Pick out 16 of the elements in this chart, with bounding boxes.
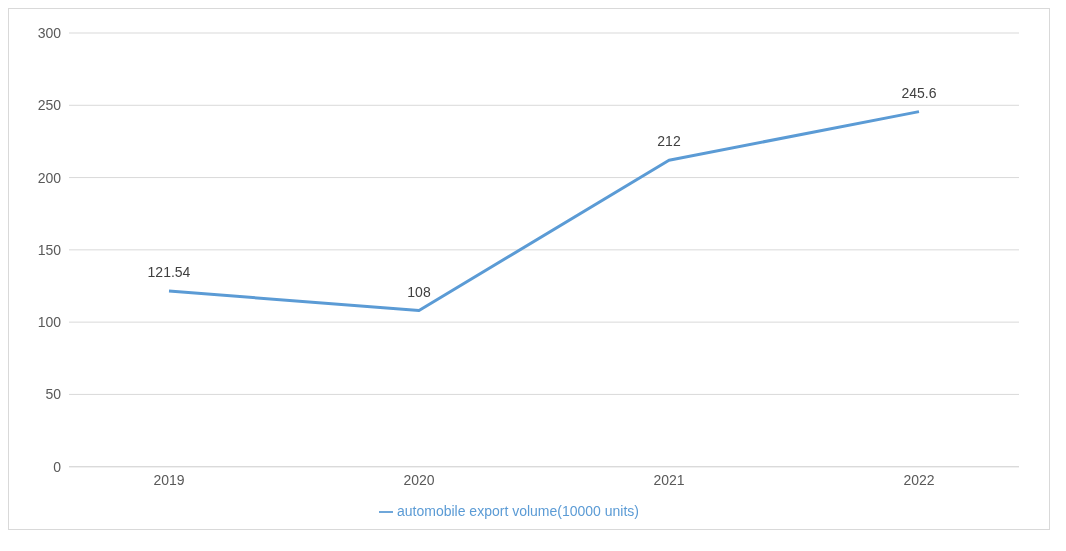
x-tick-label: 2021 <box>653 471 685 488</box>
x-tick-label: 2022 <box>903 471 935 488</box>
legend-label: automobile export volume(10000 units) <box>396 502 640 519</box>
y-tick-label: 150 <box>37 241 62 258</box>
y-tick-label: 100 <box>37 314 62 331</box>
y-tick-label: 300 <box>37 24 62 41</box>
y-tick-label: 200 <box>37 169 62 186</box>
y-tick-label: 250 <box>37 97 62 114</box>
data-label: 212 <box>657 133 681 150</box>
data-label: 245.6 <box>901 84 937 101</box>
data-label: 121.54 <box>147 264 191 280</box>
y-tick-label: 50 <box>45 386 62 403</box>
x-tick-label: 2020 <box>403 471 435 488</box>
data-label: 108 <box>407 283 431 300</box>
x-tick-label: 2019 <box>153 471 185 488</box>
y-tick-label: 0 <box>53 458 62 475</box>
